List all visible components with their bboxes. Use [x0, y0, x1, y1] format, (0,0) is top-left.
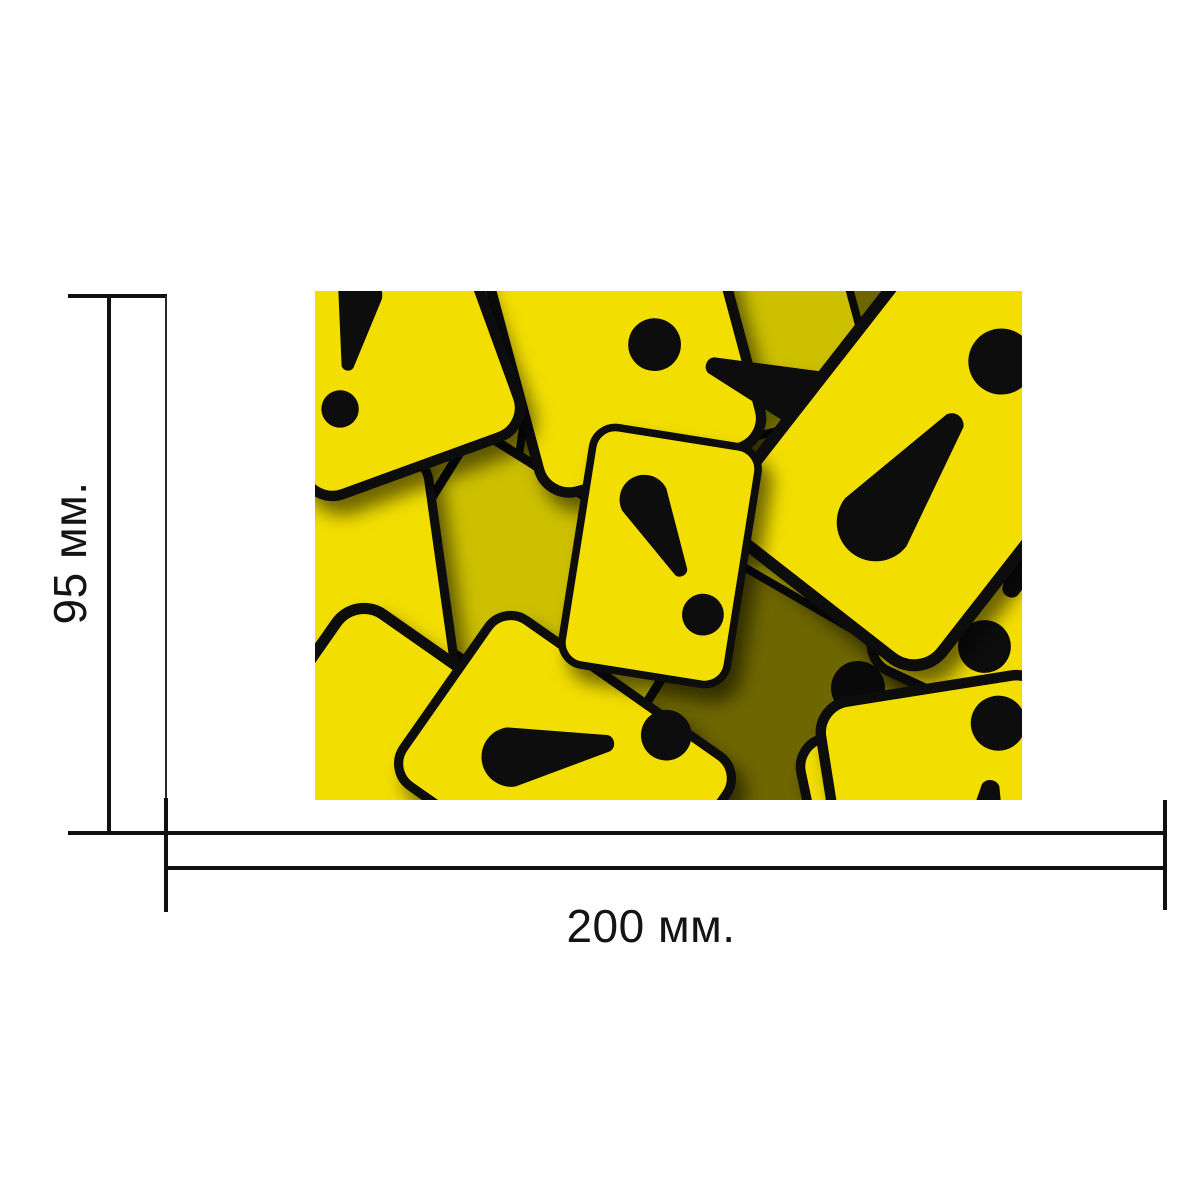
width-left-tick — [164, 798, 168, 912]
warning-signs-collage — [315, 291, 1022, 800]
width-dimension-label: 200 мм. — [566, 900, 736, 952]
product-photo — [315, 291, 1022, 800]
width-right-tick — [1163, 800, 1167, 910]
width-dimension-line — [166, 866, 1165, 870]
height-dimension-line — [107, 294, 111, 833]
height-dimension-label: 95 мм. — [44, 481, 96, 625]
baseline — [68, 831, 1165, 835]
height-top-tick — [68, 294, 167, 298]
extension-line — [165, 296, 167, 801]
warning-sign-center — [559, 424, 762, 688]
